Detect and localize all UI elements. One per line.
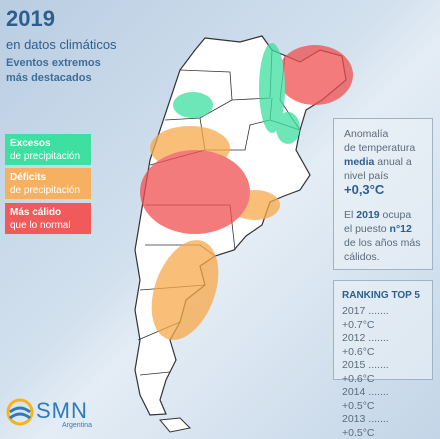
subtitle-text: en datos climáticos <box>6 37 117 52</box>
subtitle: en datos climáticos <box>6 37 117 52</box>
ranking-row: 2017 ....... +0.7°C <box>342 305 389 331</box>
ranking-title: RANKING TOP 5 <box>342 290 420 301</box>
legend-item: Déficits de precipitación <box>5 168 91 199</box>
legend-subtitle: de precipitación <box>10 151 81 162</box>
legend-title: Más cálido <box>10 207 62 218</box>
text: 2019 <box>356 209 380 221</box>
text: anual a <box>377 156 412 168</box>
logo-name: SMN <box>36 398 88 423</box>
anomaly-value: +0,3°C <box>344 182 385 197</box>
tierra-del-fuego <box>159 417 192 433</box>
anomaly-panel: Anomalía de temperatura media anual a ni… <box>333 118 433 270</box>
text: el puesto <box>344 223 387 235</box>
header-line: más destacados <box>6 72 92 84</box>
ranking-row: 2013 ....... +0.5°C <box>342 413 389 439</box>
legend-item: Excesos de precipitación <box>5 134 91 165</box>
logo-country: Argentina <box>62 422 92 429</box>
text: media <box>344 156 375 168</box>
year-title: 2019 <box>6 6 55 31</box>
text: Anomalía <box>344 128 389 140</box>
text: de los años más <box>344 237 421 249</box>
legend-subtitle: que lo normal <box>10 220 71 231</box>
header-line: Eventos extremos <box>6 57 101 69</box>
legend-subtitle: de precipitación <box>10 185 81 196</box>
ranking-row: 2015 ....... +0.6°C <box>342 359 389 385</box>
legend-title: Excesos <box>10 138 51 149</box>
legend-item: Más cálido que lo normal <box>5 203 91 234</box>
text: nivel país <box>344 170 389 182</box>
ranking-rows: 2017 ....... +0.7°C 2012 ....... +0.6°C 20… <box>342 305 424 439</box>
logo-icon <box>6 398 34 426</box>
text: n°12 <box>389 223 412 235</box>
ranking-row: 2012 ....... +0.6°C <box>342 332 389 358</box>
text: ocupa <box>382 209 412 221</box>
ranking-panel: RANKING TOP 5 2017 ....... +0.7°C 2012 ..… <box>333 280 433 439</box>
legend-title: Déficits <box>10 172 47 183</box>
header-lines: Eventos extremos más destacados <box>6 56 101 86</box>
text: cálidos. <box>344 251 380 263</box>
text: de temperatura <box>344 142 416 154</box>
text: El <box>344 209 354 221</box>
event-areas <box>140 43 353 340</box>
ranking-row: 2014 ....... +0.5°C <box>342 386 389 412</box>
